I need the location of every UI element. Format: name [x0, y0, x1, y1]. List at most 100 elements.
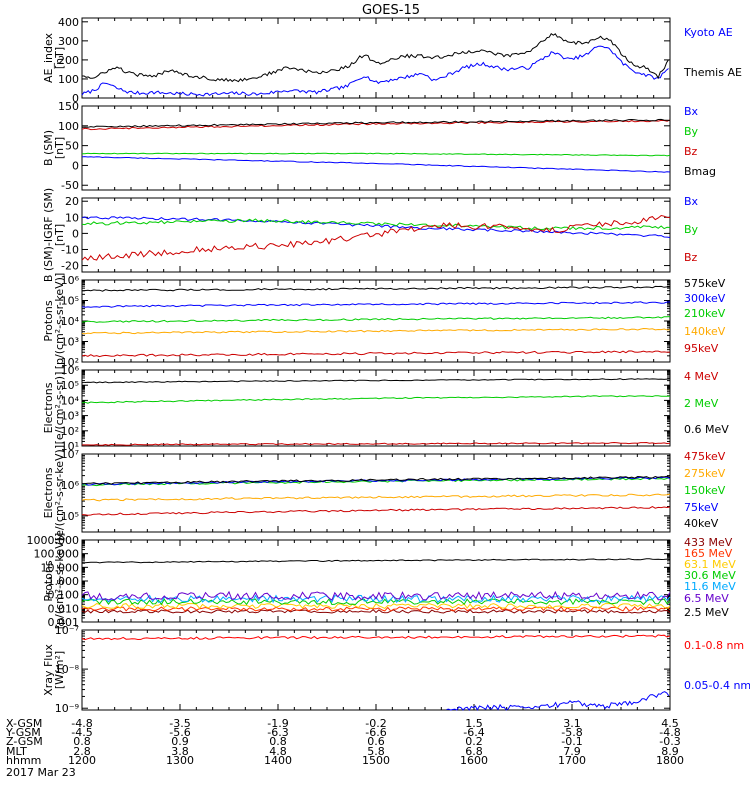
y-axis-label-line: [p/(cm²-s-sr-keV)] [53, 273, 66, 370]
y-tick-label: 1000.000 [27, 534, 80, 547]
legend-label: 300keV [684, 292, 726, 305]
y-axis-label-line: Protons [42, 560, 55, 601]
y-tick-label: 10⁷ [61, 448, 79, 461]
footer-cell: 0.9 [171, 735, 189, 748]
legend-label: Kyoto AE [684, 26, 733, 39]
legend-label: 210keV [684, 307, 726, 320]
y-tick-label: 200 [58, 54, 79, 67]
legend-label: 30.6 MeV [684, 569, 736, 582]
y-tick-label: 0.001 [48, 616, 80, 629]
footer-cell: -6.4 [463, 726, 484, 739]
footer-row-label: hhmm [6, 754, 41, 767]
y-tick-label: 10² [61, 425, 79, 438]
series-line [81, 214, 671, 261]
y-axis-label: AE_index[nT] [42, 32, 66, 83]
legend-label: 0.6 MeV [684, 423, 729, 436]
series-line [81, 350, 671, 358]
footer-cell: 3.1 [563, 717, 581, 730]
legend-label: Themis AE [683, 66, 742, 79]
y-tick-label: 0 [72, 227, 79, 240]
y-axis-label: B (SM)-IGRF (SM)[nT] [42, 188, 66, 282]
series-line [82, 441, 671, 446]
series-line [82, 152, 671, 157]
series-line [81, 590, 671, 601]
legend-label: 150keV [684, 484, 726, 497]
legend-label: Bmag [684, 165, 716, 178]
legend-label: 4 MeV [684, 370, 719, 383]
y-tick-label: 1.000 [48, 575, 80, 588]
legend-label: 0.1-0.8 nm [684, 639, 744, 652]
series-line [81, 285, 670, 292]
footer-cell: -6.3 [267, 726, 288, 739]
footer-cell: -4.8 [71, 717, 92, 730]
footer-row-label: Y-GSM [5, 726, 41, 739]
y-tick-label: 100 [58, 120, 79, 133]
footer-row-label: X-GSM [6, 717, 42, 730]
legend-label: 2 MeV [684, 397, 719, 410]
footer-cell: -0.2 [365, 717, 386, 730]
footer-cell: 1300 [166, 754, 194, 767]
y-tick-label: 10⁵ [61, 295, 79, 308]
series-line [81, 609, 671, 614]
footer-cell: 1600 [460, 754, 488, 767]
legend-label: By [684, 223, 699, 236]
panel-frame [81, 629, 671, 711]
y-tick-label: 150 [58, 100, 79, 113]
y-axis-label-line: [W/m²] [53, 651, 66, 689]
y-tick-label: 0.100 [48, 589, 80, 602]
series-line [81, 301, 670, 308]
series-line [81, 606, 671, 612]
y-axis-label-line: [e/(cm²-s-sr)] [53, 372, 66, 445]
footer-cell: 1500 [362, 754, 390, 767]
y-axis-label: Electrons[e/(cm²-s-sr)] [42, 372, 66, 445]
y-axis-label-line: B (SM) [42, 130, 55, 166]
series-line [82, 32, 669, 83]
series-line [81, 598, 671, 606]
series-line [81, 216, 671, 238]
series-line [81, 602, 671, 610]
footer-cell: 1700 [558, 754, 586, 767]
legend-label: Bx [684, 195, 699, 208]
y-axis-label-line: [p/(cm²-s-sr-keV)] [53, 533, 66, 630]
footer-cell: 5.8 [367, 745, 385, 758]
legend-label: 165 MeV [684, 547, 733, 560]
series-line [81, 118, 671, 128]
legend-label: 275keV [684, 467, 726, 480]
series-line [81, 395, 671, 404]
series-line [81, 558, 671, 564]
y-axis-label: Protons[p/(cm²-s-sr-keV)] [42, 273, 66, 370]
legend-label: Bx [684, 105, 699, 118]
series-line [446, 691, 670, 711]
footer-cell: 8.9 [661, 745, 679, 758]
series-line [81, 594, 671, 604]
y-tick-label: -50 [61, 179, 79, 192]
y-tick-label: 10⁵ [61, 379, 79, 392]
footer-cell: 0.8 [269, 735, 287, 748]
legend-label: 6.5 MeV [684, 592, 729, 605]
panel-frame [81, 17, 671, 99]
y-tick-label: 10⁶ [61, 479, 80, 492]
legend-label: 433 MeV [684, 536, 733, 549]
y-tick-label: 10³ [61, 410, 79, 423]
y-tick-label: 10⁶ [61, 364, 80, 377]
panel-protons_low: 10²10³10⁴10⁵10⁶Protons[p/(cm²-s-sr-keV)]… [42, 273, 726, 370]
series-line [81, 156, 671, 173]
legend-label: Bz [684, 145, 698, 158]
footer-cell: 1200 [68, 754, 96, 767]
footer-cell: -4.5 [71, 726, 92, 739]
legend-label: 11.6 MeV [684, 580, 736, 593]
y-tick-label: 50 [65, 140, 79, 153]
legend-label: 95keV [684, 342, 719, 355]
panel-frame [81, 197, 671, 273]
series-line [81, 493, 671, 502]
y-tick-label: 10.000 [41, 561, 80, 574]
legend-label: 575keV [684, 277, 726, 290]
y-tick-label: 10⁴ [61, 315, 80, 328]
series-line [82, 475, 671, 485]
footer-cell: -5.6 [169, 726, 190, 739]
legend-label: 75keV [684, 501, 719, 514]
y-tick-label: 10⁵ [61, 510, 79, 523]
